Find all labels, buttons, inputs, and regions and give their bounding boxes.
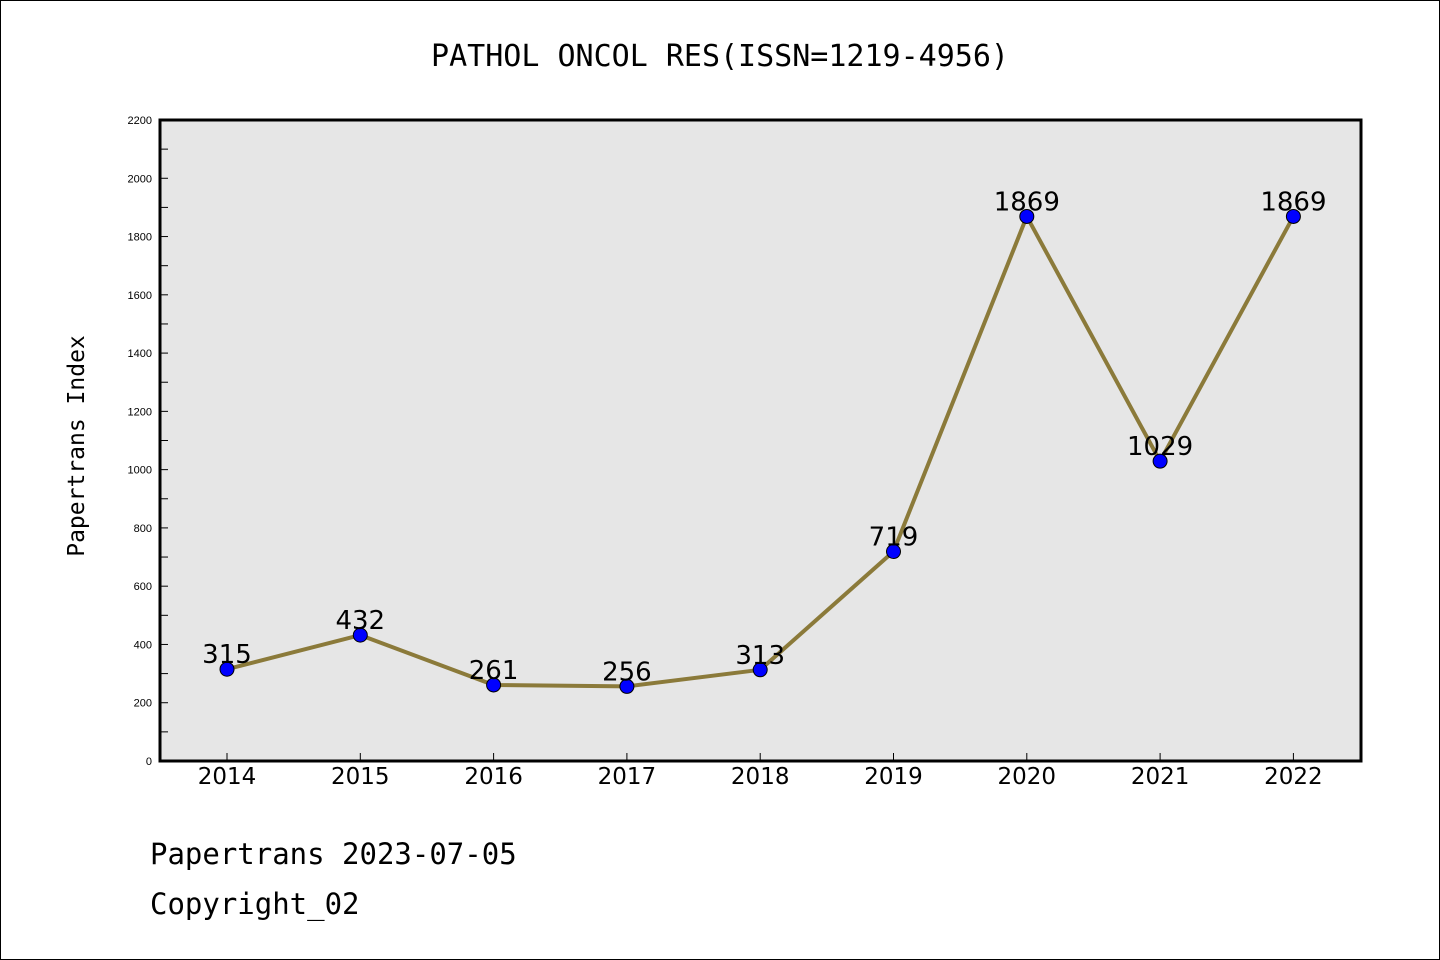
y-tick-label: 0 bbox=[146, 756, 152, 768]
data-point bbox=[886, 544, 901, 560]
x-tick-label: 2019 bbox=[864, 764, 923, 790]
footer-copyright: Copyright_02 bbox=[150, 887, 360, 922]
y-axis: 0 200 400 600 800 1000 1200 1400 1600 1800 2000 220… bbox=[128, 115, 168, 768]
x-tick-label: 2022 bbox=[1264, 764, 1323, 790]
data-point bbox=[1285, 208, 1301, 224]
x-tick-label: 2015 bbox=[331, 764, 390, 790]
x-tick-label: 2016 bbox=[464, 764, 523, 790]
data-point bbox=[1019, 208, 1035, 224]
x-tick-label: 2014 bbox=[198, 764, 257, 790]
y-tick-label: 1800 bbox=[128, 232, 152, 244]
data-label: 1869 bbox=[994, 187, 1060, 217]
data-point bbox=[352, 627, 368, 643]
data-label: 432 bbox=[335, 606, 385, 636]
data-point bbox=[752, 662, 768, 678]
y-tick-label: 1400 bbox=[128, 348, 152, 360]
y-tick-label: 800 bbox=[134, 523, 152, 535]
data-points bbox=[219, 208, 1301, 694]
y-axis-label: Papertrans Index bbox=[64, 335, 90, 557]
y-tick-label: 400 bbox=[134, 639, 152, 651]
y-tick-label: 600 bbox=[134, 581, 152, 593]
data-label: 1029 bbox=[1127, 432, 1193, 462]
data-label: 256 bbox=[602, 657, 652, 687]
y-tick-label: 1000 bbox=[128, 465, 152, 477]
data-label: 313 bbox=[735, 641, 785, 671]
footer-date: Papertrans 2023-07-05 bbox=[150, 837, 517, 871]
data-labels: 315 432 261 256 313 719 1869 1029 1869 bbox=[202, 187, 1326, 687]
data-label: 1869 bbox=[1260, 187, 1326, 217]
x-tick-label: 2020 bbox=[998, 764, 1057, 790]
data-point bbox=[619, 678, 635, 694]
data-point bbox=[1152, 453, 1168, 469]
x-tick-label: 2021 bbox=[1131, 764, 1190, 790]
y-tick-label: 1600 bbox=[128, 290, 152, 302]
y-tick-label: 200 bbox=[134, 698, 152, 710]
plot-area bbox=[158, 118, 1363, 763]
y-tick-label: 1200 bbox=[128, 406, 152, 418]
x-tick-label: 2017 bbox=[598, 764, 657, 790]
y-tick-label: 2200 bbox=[128, 115, 152, 127]
x-tick-label: 2018 bbox=[731, 764, 790, 790]
data-label: 719 bbox=[869, 523, 919, 553]
data-label: 261 bbox=[469, 656, 519, 686]
data-point bbox=[486, 677, 502, 693]
x-axis: 2014 2015 2016 2017 2018 2019 2020 2021 2022 bbox=[198, 753, 1323, 790]
chart-title: PATHOL ONCOL RES(ISSN=1219-4956) bbox=[431, 39, 1009, 74]
data-point bbox=[219, 661, 235, 677]
data-label: 315 bbox=[202, 640, 252, 670]
y-tick-label: 2000 bbox=[128, 173, 152, 185]
